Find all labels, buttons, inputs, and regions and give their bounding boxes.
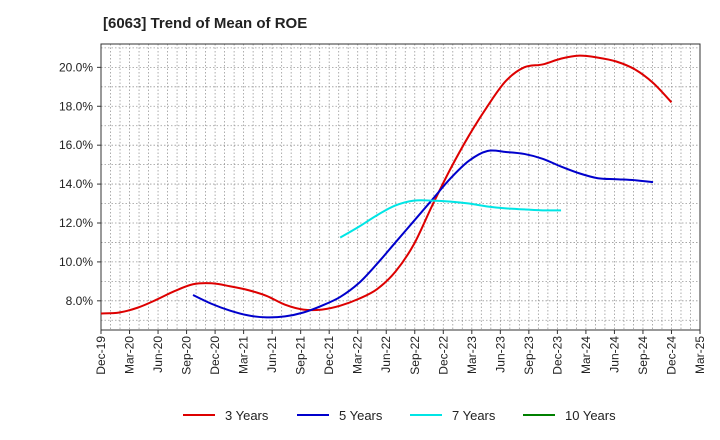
x-tick-label: Dec-19: [94, 336, 108, 375]
y-tick-label: 8.0%: [66, 294, 94, 308]
x-tick-label: Mar-23: [465, 336, 479, 374]
x-tick-label: Dec-21: [322, 336, 336, 375]
x-tick-label: Dec-23: [550, 336, 564, 375]
x-tick-label: Jun-24: [607, 336, 621, 373]
x-tick-label: Dec-20: [208, 336, 222, 375]
legend-label: 10 Years: [565, 408, 616, 423]
x-tick-label: Jun-22: [379, 336, 393, 373]
x-tick-label: Sep-24: [636, 336, 650, 375]
y-tick-label: 18.0%: [59, 99, 93, 113]
y-tick-label: 10.0%: [59, 255, 93, 269]
series-layer: [100, 54, 673, 319]
x-tick-label: Jun-21: [265, 336, 279, 373]
x-tick-label: Sep-20: [180, 336, 194, 375]
y-tick-label: 20.0%: [59, 60, 93, 74]
x-tick-label: Mar-22: [351, 336, 365, 374]
y-tick-label: 14.0%: [59, 177, 93, 191]
plot-frame: [100, 43, 701, 331]
x-tick-label: Mar-21: [237, 336, 251, 374]
series-line-3-years: [100, 54, 673, 315]
x-tick-label: Dec-22: [436, 336, 450, 375]
chart-title: [6063] Trend of Mean of ROE: [103, 15, 308, 32]
grid-layer: [100, 44, 701, 330]
x-tick-label: Mar-25: [693, 336, 707, 374]
x-tick-label: Sep-21: [294, 336, 308, 375]
x-tick-label: Jun-23: [493, 336, 507, 373]
y-tick-label: 16.0%: [59, 138, 93, 152]
x-tick-label: Sep-22: [408, 336, 422, 375]
legend-label: 5 Years: [339, 408, 383, 423]
series-line-7-years: [339, 199, 562, 239]
legend-label: 3 Years: [225, 408, 269, 423]
y-tick-label: 12.0%: [59, 216, 93, 230]
x-tick-label: Mar-24: [579, 336, 593, 374]
axis-layer: 8.0% 10.0% 12.0% 14.0% 16.0% 18.0% 20.0% Dec-19…: [59, 43, 707, 375]
x-tick-label: Mar-20: [123, 336, 137, 374]
x-tick-label: Dec-24: [664, 336, 678, 375]
legend: 3 Years 5 Years 7 Years 10 Years: [183, 408, 616, 423]
series-line-5-years: [192, 149, 654, 319]
legend-label: 7 Years: [452, 408, 496, 423]
x-tick-label: Jun-20: [151, 336, 165, 373]
x-tick-label: Sep-23: [522, 336, 536, 375]
